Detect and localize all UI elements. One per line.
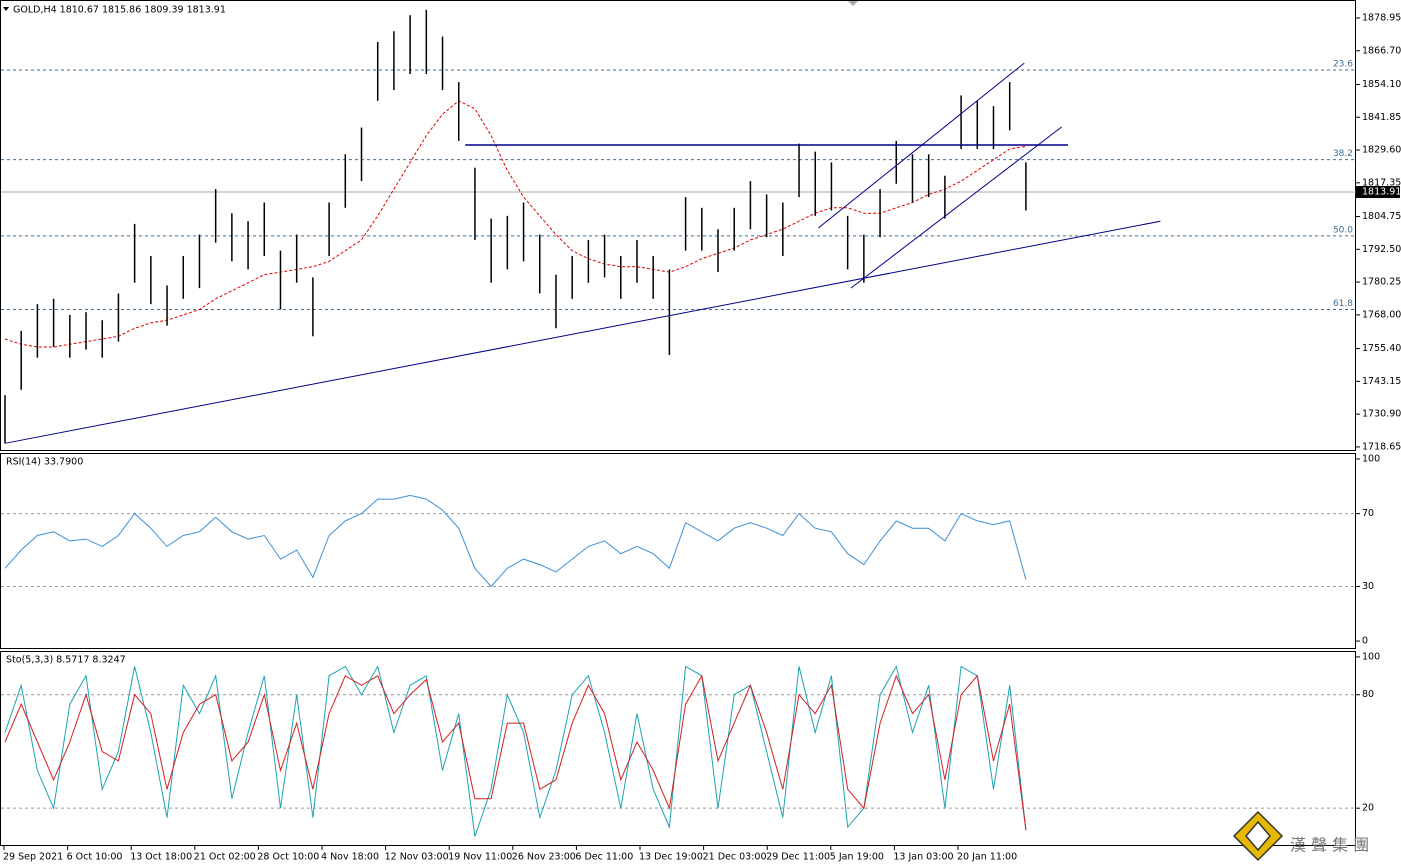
fib-label: 23.6 <box>1333 60 1353 70</box>
rsi-panel <box>0 453 1356 649</box>
y-tick-label: 100 <box>1362 454 1380 465</box>
x-tick-label: 13 Dec 19:00 <box>639 852 703 863</box>
y-tick-label: 1829.60 <box>1362 145 1401 156</box>
y-tick-label: 1743.15 <box>1362 376 1401 387</box>
x-tick-label: 21 Oct 02:00 <box>194 852 256 863</box>
y-tick-label: 1854.10 <box>1362 79 1401 90</box>
trend-line <box>4 220 1161 444</box>
price-panel <box>0 0 1356 451</box>
stoch-title: Sto(5,3,3) 8.5717 8.3247 <box>6 655 126 666</box>
x-tick-label: 26 Nov 23:00 <box>512 852 576 863</box>
x-tick-label: 5 Jan 19:00 <box>830 852 884 863</box>
y-tick-label: 80 <box>1362 689 1374 700</box>
fib-label: 61.8 <box>1333 299 1353 309</box>
x-tick-label: 13 Oct 18:00 <box>130 852 192 863</box>
y-tick-label: 1878.95 <box>1362 12 1401 23</box>
last-price-label: 1813.91 <box>1362 187 1401 198</box>
x-tick-label: 28 Oct 10:00 <box>257 852 319 863</box>
last-price-box <box>1356 186 1400 199</box>
y-tick-label: 1804.75 <box>1362 211 1401 222</box>
y-tick-label: 1792.50 <box>1362 244 1401 255</box>
y-tick-label: 1780.25 <box>1362 277 1401 288</box>
x-tick-label: 4 Nov 18:00 <box>321 852 379 863</box>
y-tick-label: 1817.35 <box>1362 177 1401 188</box>
watermark-text: 漢 聲 集 團 <box>1290 836 1369 855</box>
y-tick-label: 30 <box>1362 581 1374 592</box>
y-tick-label: 20 <box>1362 803 1374 814</box>
menu-arrow[interactable] <box>3 7 9 11</box>
fib-label: 50.0 <box>1333 225 1353 235</box>
watermark-logo <box>1232 810 1284 862</box>
y-tick-label: 0 <box>1362 636 1368 647</box>
chart-title: GOLD,H4 1810.67 1815.86 1809.39 1813.91 <box>13 5 226 16</box>
x-tick-label: 6 Oct 10:00 <box>67 852 123 863</box>
y-tick-label: 100 <box>1362 651 1380 662</box>
indicator-line <box>4 494 1027 588</box>
trend-line <box>850 126 1062 289</box>
x-tick-label: 21 Dec 03:00 <box>703 852 767 863</box>
moving-average <box>4 100 1026 348</box>
y-tick-label: 1841.85 <box>1362 112 1401 123</box>
rsi-title: RSI(14) 33.7900 <box>6 457 83 468</box>
x-tick-label: 13 Jan 03:00 <box>893 852 953 863</box>
shift-marker <box>848 1 858 6</box>
x-tick-label: 19 Nov 11:00 <box>448 852 512 863</box>
y-tick-label: 1718.65 <box>1362 441 1401 452</box>
x-tick-label: 29 Dec 11:00 <box>766 852 830 863</box>
x-tick-label: 12 Nov 03:00 <box>385 852 449 863</box>
indicator-line <box>4 665 1027 837</box>
x-tick-label: 29 Sep 2021 <box>3 852 63 863</box>
y-tick-label: 1768.00 <box>1362 309 1401 320</box>
y-tick-label: 1730.90 <box>1362 409 1401 420</box>
y-tick-label: 1755.40 <box>1362 343 1401 354</box>
y-tick-label: 1866.70 <box>1362 45 1401 56</box>
fib-label: 38.2 <box>1333 149 1353 159</box>
stoch-panel <box>0 651 1356 846</box>
x-tick-label: 6 Dec 11:00 <box>575 852 633 863</box>
trend-line <box>818 62 1025 229</box>
x-tick-label: 20 Jan 11:00 <box>957 852 1017 863</box>
y-tick-label: 70 <box>1362 508 1374 519</box>
indicator-line <box>4 674 1027 831</box>
